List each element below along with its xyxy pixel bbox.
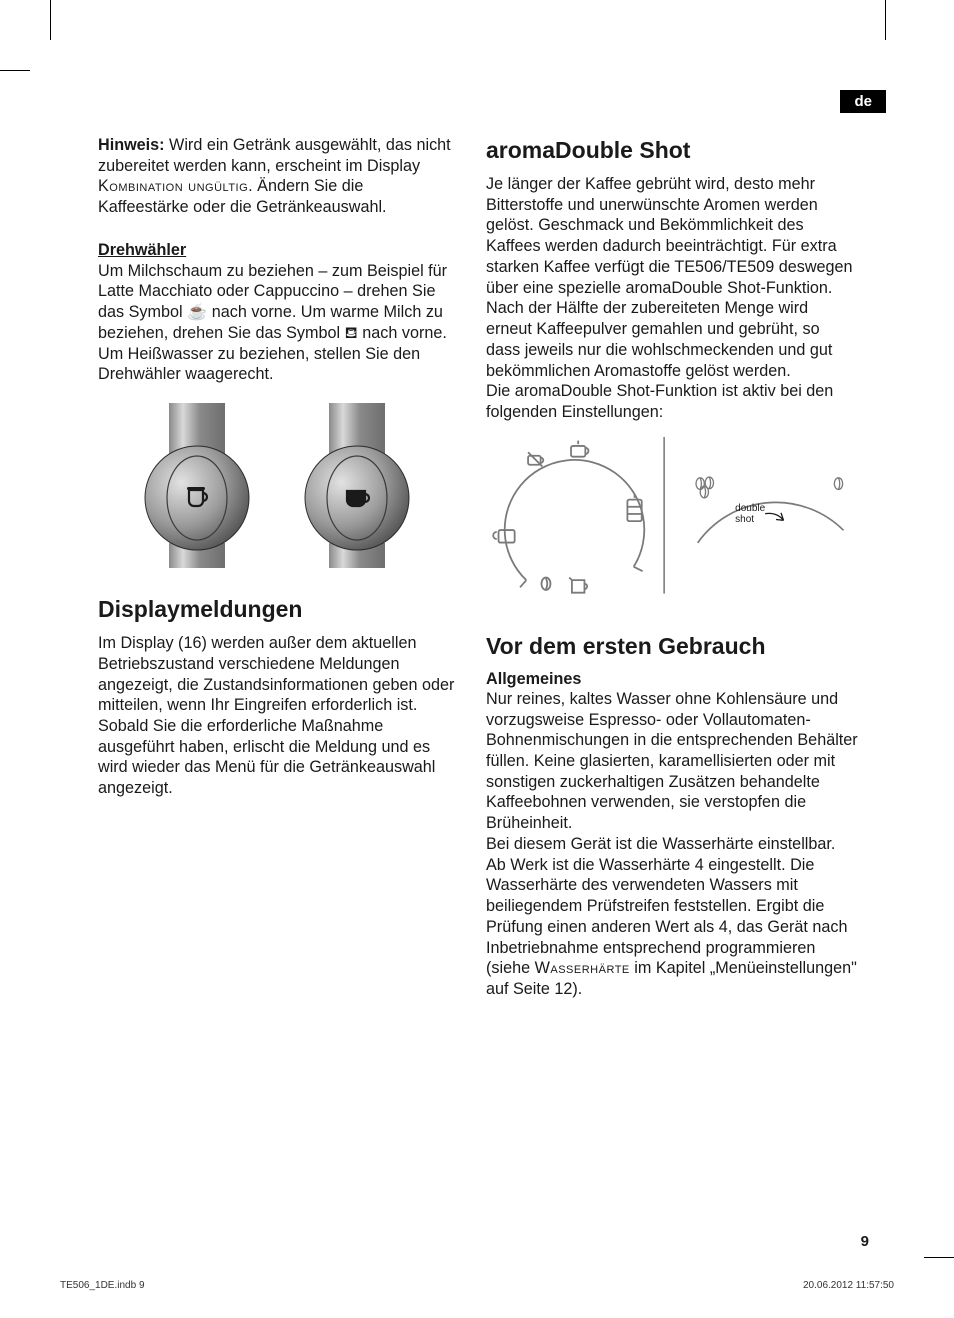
displaymeldungen-body: Im Display (16) werden außer dem aktuell…	[98, 633, 456, 799]
hinweis-smallcaps: Kombination ungültig	[98, 177, 248, 195]
double-shot-label-2: shot	[735, 514, 754, 525]
crop-mark	[924, 1257, 954, 1258]
allgemeines-heading: Allgemeines	[486, 670, 858, 689]
allg-smallcaps: Wasserhärte	[535, 959, 630, 977]
aroma-heading: aromaDouble Shot	[486, 137, 858, 164]
footer-timestamp: 20.06.2012 11:57:50	[803, 1280, 894, 1291]
aroma-body-2: Die aromaDouble Shot-Funktion ist aktiv …	[486, 381, 858, 422]
footer-file: TE506_1DE.indb 9	[60, 1280, 145, 1291]
drehwahler-body: Um Milchschaum zu beziehen – zum Beispie…	[98, 261, 456, 385]
language-badge: de	[840, 90, 886, 113]
double-shot-label: double	[735, 503, 765, 514]
drink-dial	[486, 437, 665, 607]
strength-arc: double shot	[679, 472, 858, 572]
crop-mark	[50, 0, 51, 40]
allg-2a: Bei diesem Gerät ist die Wasserhärte ein…	[486, 835, 847, 977]
knob-figure	[98, 403, 456, 568]
footer: TE506_1DE.indb 9 20.06.2012 11:57:50	[60, 1280, 894, 1291]
drehwahler-heading: Drehwähler	[98, 240, 456, 261]
hinweis-label: Hinweis:	[98, 136, 165, 154]
dial-figure: double shot	[486, 437, 858, 607]
aroma-body: Je länger der Kaffee gebrüht wird, desto…	[486, 174, 858, 381]
crop-mark	[885, 0, 886, 40]
hinweis-paragraph: Hinweis: Wird ein Getränk ausgewählt, da…	[98, 135, 456, 218]
allgemeines-body: Nur reines, kaltes Wasser ohne Kohlensäu…	[486, 689, 858, 834]
crop-mark	[0, 70, 30, 71]
knob-illustration-milk	[287, 403, 427, 568]
page-number: 9	[861, 1233, 869, 1250]
right-column: aromaDouble Shot Je länger der Kaffee ge…	[486, 135, 858, 1000]
vor-heading: Vor dem ersten Gebrauch	[486, 633, 858, 660]
knob-illustration-foam	[127, 403, 267, 568]
left-column: Hinweis: Wird ein Getränk ausgewählt, da…	[98, 135, 456, 1000]
allgemeines-body-2: Bei diesem Gerät ist die Wasserhärte ein…	[486, 834, 858, 1000]
page-content: Hinweis: Wird ein Getränk ausgewählt, da…	[98, 135, 858, 1000]
drehwahler-heading-text: Drehwähler	[98, 241, 186, 259]
displaymeldungen-heading: Displaymeldungen	[98, 596, 456, 623]
